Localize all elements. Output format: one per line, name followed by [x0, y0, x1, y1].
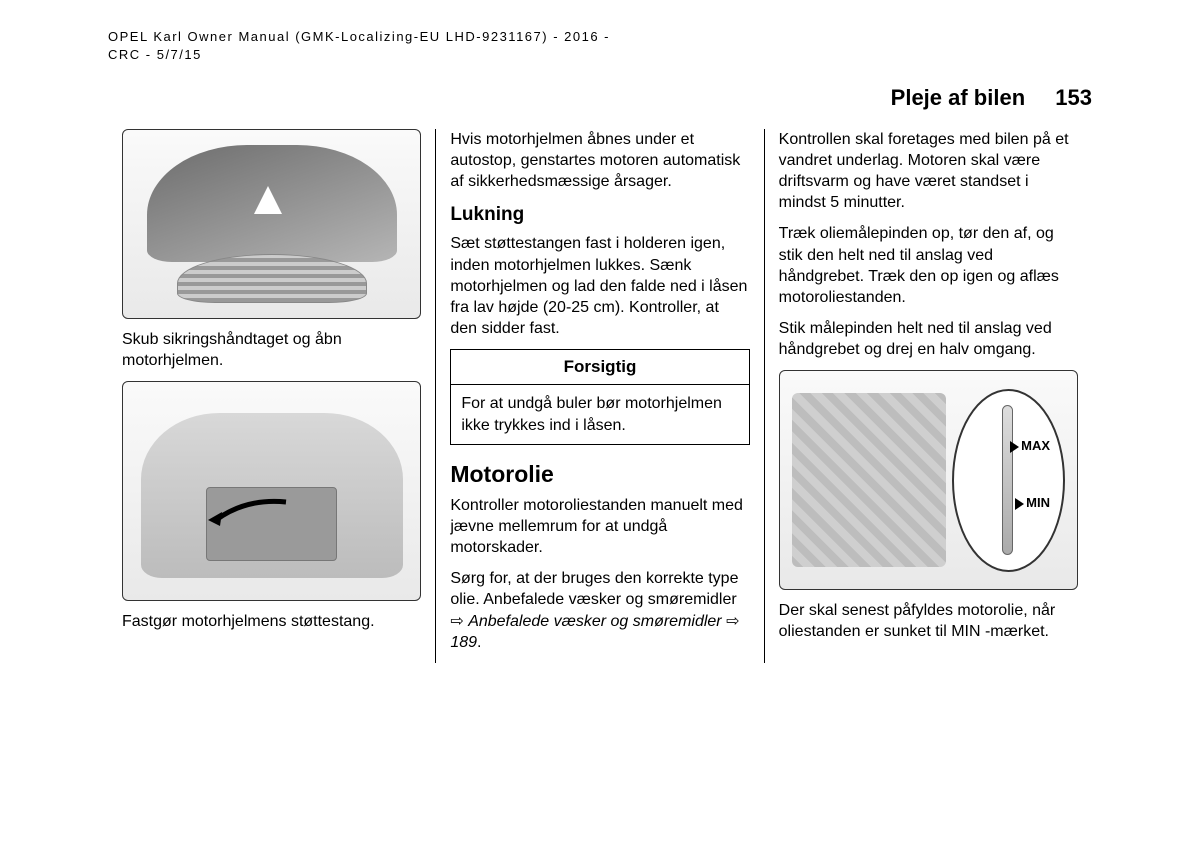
dipstick-shape [1002, 405, 1013, 555]
xref-arrow-icon: ⇨ [450, 613, 463, 630]
caution-title: Forsigtig [451, 350, 748, 385]
page-body: Pleje af bilen 153 Skub sikringshåndtage… [108, 85, 1092, 663]
figure-prop-rod [122, 381, 421, 601]
chapter-title: Pleje af bilen [891, 85, 1026, 110]
column-3: Kontrollen skal foretages med bilen på e… [764, 129, 1092, 663]
para-lukning: Sæt støttestangen fast i holderen igen, … [450, 233, 749, 339]
three-column-layout: Skub sikringshåndtaget og åbn motorhjelm… [108, 129, 1092, 663]
triangle-right-icon [1015, 498, 1024, 510]
running-head: Pleje af bilen 153 [108, 85, 1092, 111]
grill-shape [177, 254, 367, 303]
triangle-right-icon [1010, 441, 1019, 453]
gauge-circle: MAX MIN [952, 389, 1065, 572]
figure-dipstick-gauge: MAX MIN [779, 370, 1078, 590]
gauge-min-label: MIN [1015, 494, 1050, 511]
page-number: 153 [1055, 85, 1092, 110]
heading-lukning: Lukning [450, 202, 749, 227]
doc-meta-line1: OPEL Karl Owner Manual (GMK-Localizing-E… [108, 28, 610, 46]
xref-page-arrow-icon: ⇨ [726, 613, 739, 630]
caption-hood-release: Skub sikringshåndtaget og åbn motorhjelm… [122, 329, 421, 371]
para-dipstick-insert: Stik målepinden helt ned til anslag ved … [779, 318, 1078, 360]
xref-page: 189 [450, 634, 477, 651]
para-check-conditions: Kontrollen skal foretages med bilen på e… [779, 129, 1078, 213]
para-oil-type: Sørg for, at der bruges den korrekte typ… [450, 568, 749, 652]
gauge-max-label: MAX [1010, 437, 1050, 454]
para-dipstick-pull: Træk oliemålepinden op, tør den af, og s… [779, 223, 1078, 307]
para-oil-check: Kontroller motoroliestanden manuelt med … [450, 495, 749, 558]
caption-prop-rod: Fastgør motorhjelmens støttestang. [122, 611, 421, 632]
caution-box: Forsigtig For at undgå buler bør motorhj… [450, 349, 749, 445]
engine-texture [792, 393, 947, 567]
column-2: Hvis motorhjelmen åbnes under et autosto… [435, 129, 763, 663]
curved-arrow-icon [206, 496, 296, 526]
heading-motorolie: Motorolie [450, 459, 749, 489]
column-1: Skub sikringshåndtaget og åbn motorhjelm… [108, 129, 435, 663]
gauge-min-text: MIN [1026, 495, 1050, 510]
para-refill-min: Der skal senest påfyldes motorolie, når … [779, 600, 1078, 642]
xref-page-number: 189 [450, 634, 477, 651]
oil-type-lead: Sørg for, at der bruges den korrekte typ… [450, 570, 738, 608]
gauge-max-text: MAX [1021, 438, 1050, 453]
para-autostop: Hvis motorhjelmen åbnes under et autosto… [450, 129, 749, 192]
doc-meta: OPEL Karl Owner Manual (GMK-Localizing-E… [108, 28, 610, 64]
xref-label: Anbefalede væsker og smøremidler [468, 613, 721, 630]
caution-body: For at undgå buler bør motorhjelmen ikke… [451, 385, 748, 443]
arrow-up-icon [254, 186, 282, 214]
xref-fluids: Anbefalede væsker og smøremidler [468, 613, 726, 630]
figure-hood-release [122, 129, 421, 319]
sentence-end: . [477, 634, 481, 651]
doc-meta-line2: CRC - 5/7/15 [108, 46, 610, 64]
